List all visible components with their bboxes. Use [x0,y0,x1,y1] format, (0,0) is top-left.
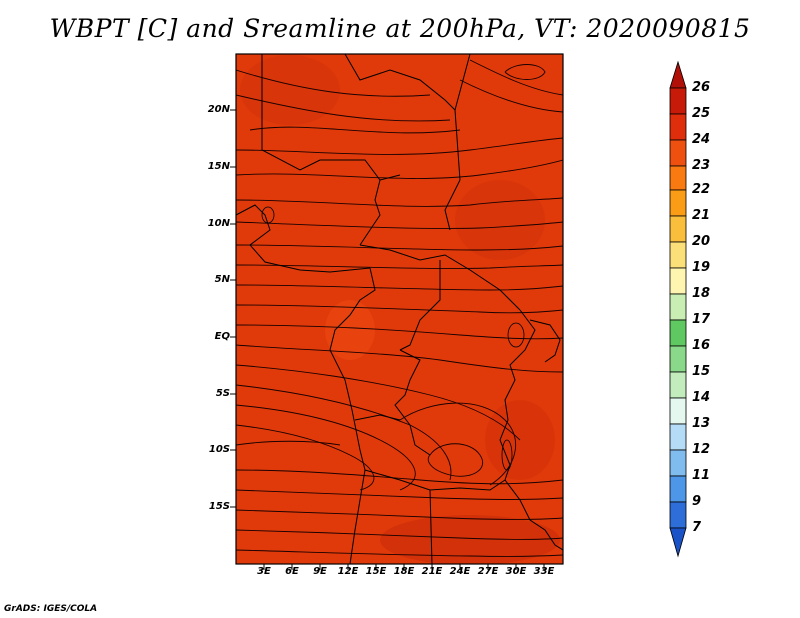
colorbar-label: 13 [692,416,711,431]
colorbar-label: 23 [692,158,711,173]
colorbar-top-triangle [669,60,687,89]
colorbar-label: 9 [692,494,702,509]
colorbar-label: 25 [692,106,711,121]
lon-label: 30E [505,566,527,577]
borders [236,54,563,564]
colorbar-label: 24 [692,132,711,147]
colorbar-label: 26 [692,80,711,95]
lat-label: EQ [214,331,230,342]
lon-label: 6E [285,566,299,577]
colorbar-label: 15 [692,364,711,379]
colorbar-label: 21 [692,208,711,223]
colorbar-label: 22 [692,182,711,197]
colorbar-label: 16 [692,338,711,353]
lon-label: 3E [257,566,271,577]
colorbar-label: 18 [692,286,711,301]
lakes [261,206,525,471]
lat-label: 10S [208,444,230,455]
colorbar-label: 19 [692,260,711,275]
lat-label: 15S [208,501,230,512]
lon-label: 21E [421,566,443,577]
lat-label: 15N [207,161,230,172]
lon-label: 33E [533,566,555,577]
colorbar [669,60,687,558]
lat-ticks [230,109,236,508]
lon-label: 24E [449,566,471,577]
lon-label: 15E [365,566,387,577]
lon-label: 18E [393,566,415,577]
lat-label: 5S [215,388,230,399]
colorbar-label: 17 [692,312,711,327]
map-frame [235,53,564,565]
colorbar-label: 12 [692,442,711,457]
colorbar-bottom-triangle [669,527,687,558]
lon-ticks [263,564,545,570]
lon-label: 27E [477,566,499,577]
lon-label: 9E [313,566,327,577]
colorbar-label: 7 [692,520,702,535]
colorbar-label: 14 [692,390,711,405]
colorbar-label: 20 [692,234,711,249]
lat-label: 5N [214,274,230,285]
chart-title: WBPT [C] and Sreamline at 200hPa, VT: 20… [49,14,751,43]
lat-label: 10N [207,218,230,229]
colorbar-label: 11 [692,468,711,483]
lon-label: 12E [337,566,359,577]
credit-text: GrADS: IGES/COLA [4,604,98,614]
lat-label: 20N [207,104,230,115]
